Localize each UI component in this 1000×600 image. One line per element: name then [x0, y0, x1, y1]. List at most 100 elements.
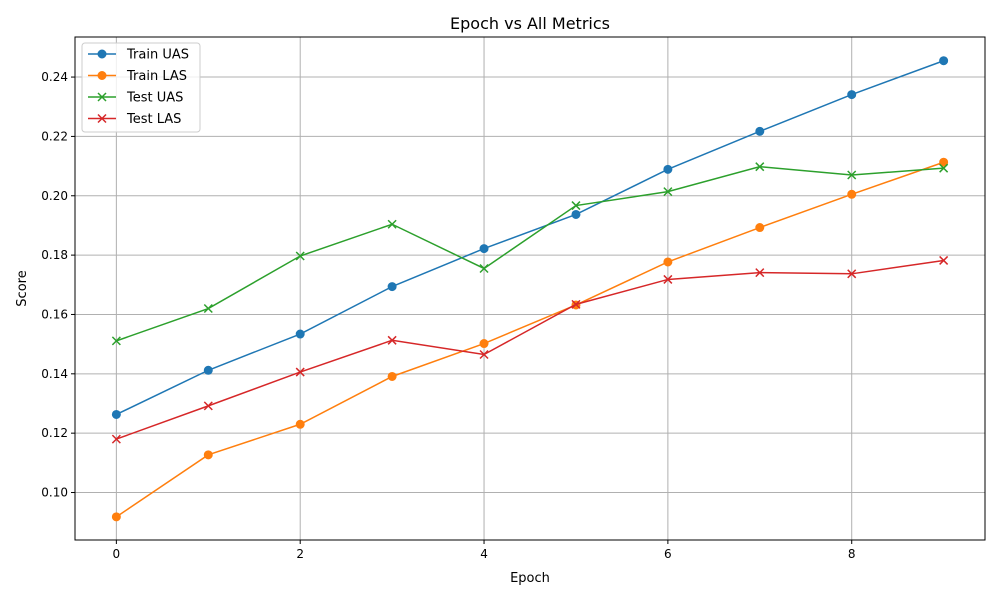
chart-title: Epoch vs All Metrics	[450, 14, 610, 33]
data-point-train-uas	[755, 126, 765, 136]
x-marker-stroke	[571, 201, 581, 211]
data-point-test-uas	[387, 219, 397, 229]
legend: Train UAS Train LAS Test UAS Test LAS	[81, 42, 201, 133]
series-line-train-las	[115, 161, 944, 518]
x-marker-stroke	[97, 113, 107, 124]
x-marker-stroke	[111, 434, 121, 444]
data-point-train-las	[203, 450, 213, 460]
data-point-train-uas	[479, 244, 489, 254]
data-point-train-las	[939, 157, 949, 167]
x-marker-stroke	[387, 219, 397, 229]
x-marker-stroke	[755, 162, 765, 172]
series-layer	[111, 56, 949, 522]
series-train-las	[111, 157, 949, 522]
x-marker-stroke	[97, 92, 107, 102]
legend-entry-train-las: Train LAS	[88, 69, 187, 84]
data-point-test-las	[111, 434, 121, 444]
data-point-train-uas	[663, 164, 673, 174]
x-marker-stroke	[571, 299, 581, 309]
x-marker-stroke	[939, 163, 949, 173]
data-point-train-uas	[203, 365, 213, 375]
x-axis-label: Epoch	[510, 571, 550, 586]
data-point-train-uas	[111, 409, 121, 419]
series-test-uas	[111, 162, 949, 346]
legend-marker-train-las	[97, 71, 107, 80]
series-line-train-uas	[116, 60, 944, 416]
x-marker-stroke	[663, 274, 673, 284]
y-tick-label: 0.14	[41, 367, 68, 381]
data-point-test-uas	[663, 187, 673, 197]
series-train-uas	[111, 56, 949, 419]
data-point-test-uas	[111, 336, 121, 346]
x-marker-stroke	[939, 255, 949, 265]
legend-label-test-las: Test LAS	[126, 112, 181, 127]
x-tick-label: 4	[480, 547, 488, 561]
data-point-train-las	[295, 419, 305, 429]
y-tick-label: 0.22	[41, 129, 68, 143]
data-point-test-las	[571, 299, 581, 309]
y-tick-label: 0.18	[41, 248, 68, 262]
x-marker-stroke	[479, 349, 489, 360]
y-tick-label: 0.24	[41, 70, 68, 84]
x-tick-label: 2	[296, 547, 304, 561]
data-point-test-las	[295, 367, 305, 377]
data-point-test-uas	[203, 304, 213, 314]
y-axis-label: Score	[15, 270, 30, 306]
y-tick-label: 0.12	[41, 426, 68, 440]
legend-marker-train-uas	[97, 49, 107, 59]
x-tick-label: 0	[113, 547, 121, 561]
data-point-train-las	[755, 223, 765, 233]
legend-entry-test-uas: Test UAS	[88, 91, 183, 106]
data-point-test-uas	[295, 251, 305, 261]
data-point-train-uas	[571, 209, 581, 219]
data-point-train-las	[111, 512, 121, 522]
data-point-train-las	[479, 339, 489, 349]
legend-entry-test-las: Test LAS	[88, 112, 181, 127]
x-tick-label: 6	[664, 547, 672, 561]
data-point-test-uas	[479, 263, 489, 273]
x-marker-stroke	[847, 170, 857, 180]
x-marker-stroke	[295, 251, 305, 261]
data-point-test-las	[387, 335, 397, 345]
x-marker-stroke	[755, 268, 765, 278]
data-point-test-las	[479, 349, 489, 360]
x-marker-stroke	[479, 263, 489, 273]
data-point-test-las	[847, 269, 857, 279]
y-tick-label: 0.10	[41, 486, 68, 500]
data-point-train-las	[387, 371, 397, 381]
axis-ticks: 0 2 4 6 8 0.10 0.12 0.14 0.16 0.18 0.20 0.22 0.24	[41, 70, 855, 561]
data-point-train-uas	[387, 282, 397, 292]
x-marker-stroke	[387, 335, 397, 345]
y-tick-label: 0.20	[41, 189, 68, 203]
data-point-test-uas	[755, 162, 765, 172]
data-point-train-uas	[939, 56, 949, 66]
legend-marker-test-uas	[97, 92, 107, 102]
y-tick-label: 0.16	[41, 307, 68, 321]
data-point-train-uas	[847, 90, 857, 100]
legend-label-test-uas: Test UAS	[126, 91, 183, 106]
x-marker-stroke	[111, 336, 121, 346]
grid	[75, 37, 985, 540]
x-tick-label: 8	[848, 547, 856, 561]
data-point-train-las	[663, 257, 673, 267]
data-point-test-las	[663, 274, 673, 284]
data-point-test-uas	[571, 201, 581, 211]
series-line-test-uas	[116, 165, 944, 342]
legend-entry-train-uas: Train UAS	[88, 48, 189, 63]
legend-label-train-uas: Train UAS	[126, 48, 189, 63]
x-marker-stroke	[847, 269, 857, 279]
data-point-test-las	[203, 401, 213, 411]
data-point-test-uas	[847, 170, 857, 180]
legend-box	[81, 42, 201, 133]
x-marker-stroke	[295, 367, 305, 377]
x-marker-stroke	[203, 401, 213, 411]
x-marker-stroke	[203, 304, 213, 314]
data-point-train-las	[847, 189, 857, 199]
data-point-test-uas	[939, 163, 949, 173]
plot-frame	[74, 36, 986, 541]
series-line-test-las	[116, 259, 944, 440]
series-test-las	[111, 255, 949, 444]
data-point-test-las	[755, 268, 765, 278]
data-point-test-las	[939, 255, 949, 265]
